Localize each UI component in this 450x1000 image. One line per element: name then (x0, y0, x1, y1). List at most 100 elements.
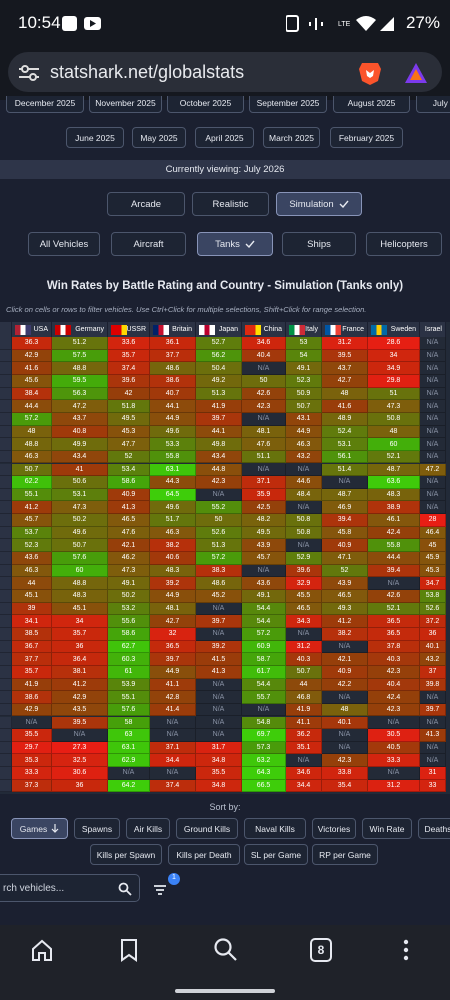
row-label[interactable] (0, 526, 12, 540)
win-rate-cell[interactable]: 62.7 (108, 640, 150, 654)
column-header[interactable]: France (322, 322, 368, 337)
win-rate-cell[interactable]: 35.1 (286, 741, 322, 755)
win-rate-cell[interactable]: N/A (196, 703, 242, 717)
win-rate-cell[interactable]: N/A (108, 767, 150, 780)
win-rate-cell[interactable]: 48.4 (286, 488, 322, 502)
win-rate-cell[interactable]: 48.8 (52, 577, 108, 590)
row-label[interactable] (0, 627, 12, 641)
row-label[interactable] (0, 665, 12, 679)
win-rate-cell[interactable]: 49.5 (242, 526, 286, 540)
win-rate-cell[interactable]: 42.9 (12, 703, 52, 717)
menu-icon[interactable] (402, 939, 410, 961)
win-rate-cell[interactable]: 38.6 (150, 374, 196, 388)
row-label[interactable] (0, 779, 12, 793)
win-rate-cell[interactable]: 41.6 (12, 362, 52, 375)
win-rate-cell[interactable]: 42.3 (368, 665, 420, 679)
row-label[interactable] (0, 653, 12, 666)
win-rate-cell[interactable]: N/A (242, 362, 286, 375)
win-rate-cell[interactable]: N/A (150, 716, 196, 730)
win-rate-cell[interactable]: 58.7 (242, 653, 286, 666)
win-rate-cell[interactable]: 43.9 (322, 577, 368, 590)
win-rate-cell[interactable]: 55.1 (12, 488, 52, 502)
win-rate-cell[interactable]: 45.9 (420, 552, 446, 565)
win-rate-cell[interactable]: 51 (368, 387, 420, 401)
win-rate-cell[interactable]: 54.4 (242, 615, 286, 628)
win-rate-cell[interactable]: 39.2 (150, 577, 196, 590)
win-rate-cell[interactable]: 37.7 (150, 349, 196, 363)
win-rate-cell[interactable]: N/A (196, 488, 242, 502)
win-rate-cell[interactable]: 35.7 (52, 627, 108, 641)
win-rate-cell[interactable]: N/A (420, 425, 446, 439)
win-rate-cell[interactable]: 39.8 (420, 678, 446, 692)
win-rate-cell[interactable]: 55.8 (150, 450, 196, 464)
win-rate-cell[interactable]: 43.7 (52, 412, 108, 426)
win-rate-cell[interactable]: 48.7 (322, 488, 368, 502)
win-rate-cell[interactable]: 41.2 (12, 501, 52, 515)
win-rate-cell[interactable]: 36 (420, 627, 446, 641)
win-rate-cell[interactable]: 36.4 (52, 653, 108, 666)
win-rate-cell[interactable]: 41 (52, 463, 108, 477)
win-rate-cell[interactable]: 38.1 (52, 665, 108, 679)
win-rate-cell[interactable]: 51.8 (108, 400, 150, 413)
win-rate-cell[interactable]: 53.9 (108, 678, 150, 692)
win-rate-cell[interactable]: 48 (322, 703, 368, 717)
win-rate-cell[interactable]: 35.9 (242, 488, 286, 502)
row-label[interactable] (0, 374, 12, 388)
row-label[interactable] (0, 615, 12, 628)
win-rate-cell[interactable]: 45.1 (12, 590, 52, 603)
win-rate-cell[interactable]: N/A (286, 754, 322, 768)
win-rate-cell[interactable]: 30.6 (52, 767, 108, 780)
win-rate-cell[interactable]: 40.1 (420, 640, 446, 654)
win-rate-cell[interactable]: 42.9 (52, 691, 108, 704)
button[interactable]: November 2025 (89, 96, 162, 113)
win-rate-cell[interactable]: 48 (368, 425, 420, 439)
win-rate-cell[interactable]: 48.1 (150, 602, 196, 616)
win-rate-cell[interactable]: 55.7 (242, 691, 286, 704)
row-label[interactable] (0, 577, 12, 590)
row-label[interactable] (0, 602, 12, 616)
win-rate-cell[interactable]: 47.1 (322, 552, 368, 565)
win-rate-cell[interactable]: 42.3 (368, 703, 420, 717)
win-rate-cell[interactable]: 63.2 (242, 754, 286, 768)
win-rate-cell[interactable]: 38.2 (150, 539, 196, 553)
win-rate-cell[interactable]: 49.2 (196, 374, 242, 388)
win-rate-cell[interactable]: 42.8 (150, 691, 196, 704)
button[interactable]: July 2025 (416, 96, 450, 113)
win-rate-cell[interactable]: 34.8 (196, 754, 242, 768)
win-rate-cell[interactable]: 63.1 (150, 463, 196, 477)
win-rate-cell[interactable]: 50.9 (286, 387, 322, 401)
win-rate-cell[interactable]: N/A (420, 716, 446, 730)
win-rate-cell[interactable]: 39.5 (52, 716, 108, 730)
win-rate-cell[interactable]: 47.3 (368, 400, 420, 413)
win-rate-cell[interactable]: 29.7 (12, 741, 52, 755)
win-rate-cell[interactable]: 51.3 (196, 387, 242, 401)
win-rate-cell[interactable]: 37.1 (150, 741, 196, 755)
win-rate-cell[interactable]: N/A (242, 564, 286, 578)
win-rate-cell[interactable]: 48.6 (150, 362, 196, 375)
win-rate-cell[interactable]: 28 (420, 514, 446, 527)
win-rate-cell[interactable]: N/A (12, 716, 52, 730)
win-rate-cell[interactable]: 56.1 (322, 450, 368, 464)
button[interactable]: Win Rate (362, 818, 412, 839)
row-label[interactable] (0, 349, 12, 363)
win-rate-cell[interactable]: N/A (52, 729, 108, 742)
win-rate-cell[interactable]: 34.1 (12, 615, 52, 628)
win-rate-cell[interactable]: 46.1 (368, 514, 420, 527)
win-rate-cell[interactable]: 46.5 (286, 602, 322, 616)
win-rate-cell[interactable]: N/A (368, 577, 420, 590)
win-rate-cell[interactable]: 52.3 (12, 539, 52, 553)
button[interactable]: Kills per Spawn (90, 844, 162, 865)
win-rate-cell[interactable]: 33.8 (322, 767, 368, 780)
win-rate-cell[interactable]: 69.7 (242, 729, 286, 742)
win-rate-cell[interactable]: 44.6 (286, 476, 322, 489)
win-rate-cell[interactable]: 44.8 (196, 463, 242, 477)
win-rate-cell[interactable]: 40.8 (52, 425, 108, 439)
win-rate-cell[interactable]: 35.4 (322, 779, 368, 793)
win-rate-cell[interactable]: 28.6 (368, 337, 420, 350)
win-rate-cell[interactable]: 42.7 (150, 615, 196, 628)
win-rate-cell[interactable]: 39.7 (150, 653, 196, 666)
column-header[interactable]: Israel (420, 322, 446, 337)
win-rate-cell[interactable]: 39.6 (108, 374, 150, 388)
win-rate-cell[interactable]: 46.4 (420, 526, 446, 540)
win-rate-cell[interactable]: 53.1 (322, 438, 368, 451)
